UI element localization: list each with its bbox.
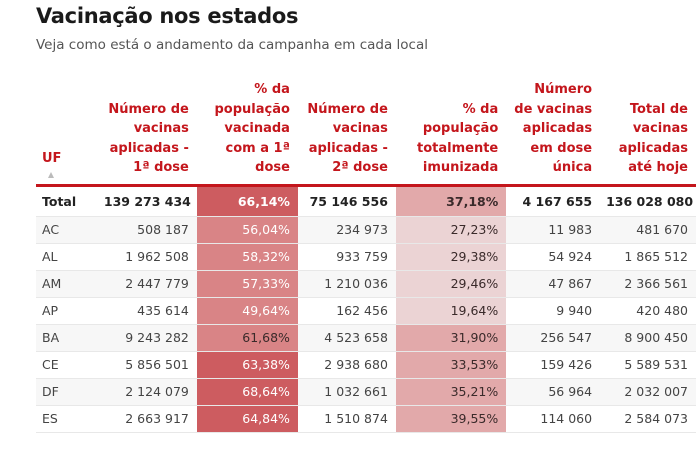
cell-dose2: 1 510 874 [297,405,396,433]
cell-uf: AL [36,243,98,271]
cell-dose1: 5 856 501 [97,351,197,379]
cell-uf: Total [36,185,98,217]
column-header-label: Número de vacinas aplicadas - 2ª dose [307,101,388,176]
column-header-label: % da população vacinada com a 1ª dose [214,82,290,175]
column-header-dose1[interactable]: Número de vacinas aplicadas - 1ª dose [97,80,197,187]
cell-dose2: 2 938 680 [297,351,396,379]
cell-dose2: 75 146 556 [297,185,396,217]
cell-pct-full: 33,53% [395,351,507,379]
cell-dose2: 4 523 658 [297,324,396,352]
page-subtitle: Veja como está o andamento da campanha e… [36,37,428,53]
cell-uf: ES [36,405,98,433]
cell-pct-dose1: 61,68% [196,324,298,352]
cell-single: 9 940 [506,297,601,325]
cell-single: 47 867 [506,270,601,298]
table-row: CE 5 856 501 63,38% 2 938 680 33,53% 159 426 5… [36,351,696,379]
cell-single: 54 924 [506,243,601,271]
column-header-label: Número de vacinas aplicadas em dose únic… [514,82,593,175]
cell-single: 11 983 [506,216,601,244]
cell-dose1: 1 962 508 [97,243,197,271]
cell-total: 1 865 512 [600,243,696,271]
cell-pct-full: 27,23% [395,216,507,244]
table-row-total: Total 139 273 434 66,14% 75 146 556 37,18% 4 … [36,185,696,217]
column-header-label: % da população totalmente imunizada [417,101,499,176]
cell-total: 420 480 [600,297,696,325]
cell-pct-full: 37,18% [395,185,507,217]
cell-pct-dose1: 64,84% [196,405,298,433]
table-body: Total 139 273 434 66,14% 75 146 556 37,18% 4 … [36,185,696,433]
column-header-single[interactable]: Número de vacinas aplicadas em dose únic… [506,80,601,187]
cell-total: 2 032 007 [600,378,696,406]
column-header-pct-full[interactable]: % da população totalmente imunizada [395,80,507,187]
cell-pct-dose1: 63,38% [196,351,298,379]
page-title: Vacinação nos estados [36,4,299,28]
cell-dose2: 1 210 036 [297,270,396,298]
table-row: BA 9 243 282 61,68% 4 523 658 31,90% 256 547 8… [36,324,696,352]
cell-pct-full: 31,90% [395,324,507,352]
cell-dose2: 234 973 [297,216,396,244]
cell-single: 114 060 [506,405,601,433]
vaccination-table: UF Número de vacinas aplicadas - 1ª dose… [36,80,696,433]
cell-dose1: 9 243 282 [97,324,197,352]
table-row: AM 2 447 779 57,33% 1 210 036 29,46% 47 867 2 … [36,270,696,298]
table-row: AP 435 614 49,64% 162 456 19,64% 9 940 420 480 [36,297,696,325]
cell-total: 481 670 [600,216,696,244]
cell-dose2: 933 759 [297,243,396,271]
cell-single: 56 964 [506,378,601,406]
column-header-label: UF [42,151,62,166]
cell-pct-dose1: 66,14% [196,185,298,217]
cell-dose1: 2 124 079 [97,378,197,406]
column-header-pct-dose1[interactable]: % da população vacinada com a 1ª dose [196,80,298,187]
cell-dose1: 2 663 917 [97,405,197,433]
table-row: AL 1 962 508 58,32% 933 759 29,38% 54 924 1 86… [36,243,696,271]
cell-total: 2 366 561 [600,270,696,298]
cell-pct-dose1: 68,64% [196,378,298,406]
cell-pct-dose1: 49,64% [196,297,298,325]
cell-uf: AP [36,297,98,325]
sort-ascending-icon[interactable] [48,171,54,178]
cell-total: 5 589 531 [600,351,696,379]
cell-pct-full: 35,21% [395,378,507,406]
cell-dose1: 2 447 779 [97,270,197,298]
cell-total: 2 584 073 [600,405,696,433]
cell-pct-dose1: 57,33% [196,270,298,298]
column-header-dose2[interactable]: Número de vacinas aplicadas - 2ª dose [297,80,396,187]
cell-uf: AM [36,270,98,298]
cell-dose2: 1 032 661 [297,378,396,406]
cell-total: 8 900 450 [600,324,696,352]
column-header-label: Número de vacinas aplicadas - 1ª dose [108,101,189,176]
cell-uf: AC [36,216,98,244]
cell-pct-full: 39,55% [395,405,507,433]
table-row: AC 508 187 56,04% 234 973 27,23% 11 983 481 67… [36,216,696,244]
table-header-row: UF Número de vacinas aplicadas - 1ª dose… [36,80,696,187]
cell-pct-dose1: 58,32% [196,243,298,271]
cell-pct-full: 29,46% [395,270,507,298]
column-header-total[interactable]: Total de vacinas aplicadas até hoje [600,80,696,187]
column-header-label: Total de vacinas aplicadas até hoje [618,101,688,176]
cell-total: 136 028 080 [600,185,696,217]
cell-uf: DF [36,378,98,406]
cell-uf: BA [36,324,98,352]
cell-single: 4 167 655 [506,185,601,217]
cell-single: 256 547 [506,324,601,352]
cell-dose1: 435 614 [97,297,197,325]
table-row: ES 2 663 917 64,84% 1 510 874 39,55% 114 060 2… [36,405,696,433]
column-header-uf[interactable]: UF [36,80,98,187]
cell-pct-dose1: 56,04% [196,216,298,244]
cell-dose1: 508 187 [97,216,197,244]
cell-pct-full: 29,38% [395,243,507,271]
cell-single: 159 426 [506,351,601,379]
cell-dose1: 139 273 434 [97,185,197,217]
cell-uf: CE [36,351,98,379]
table-row: DF 2 124 079 68,64% 1 032 661 35,21% 56 964 2 … [36,378,696,406]
cell-pct-full: 19,64% [395,297,507,325]
cell-dose2: 162 456 [297,297,396,325]
